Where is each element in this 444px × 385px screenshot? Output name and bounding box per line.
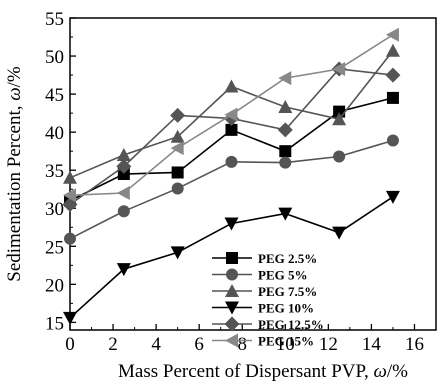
y-tick-label: 40 <box>45 123 64 144</box>
data-point <box>170 246 185 260</box>
data-point <box>279 145 292 158</box>
data-point <box>63 170 77 184</box>
legend-label: PEG 12.5% <box>258 317 324 332</box>
legend-item: PEG 7.5% <box>212 284 317 299</box>
data-point <box>278 71 292 86</box>
x-axis-title-unit: /% <box>387 361 408 382</box>
data-point <box>171 182 184 195</box>
data-point <box>170 129 185 143</box>
y-axis-title-symbol: ω <box>4 87 25 100</box>
data-point <box>64 232 76 245</box>
data-point <box>171 166 184 179</box>
data-point <box>224 79 239 93</box>
x-tick-label: 2 <box>108 334 118 355</box>
legend-marker <box>225 301 239 315</box>
x-tick-label: 12 <box>319 334 338 355</box>
series-2 <box>64 134 399 245</box>
data-point <box>386 134 399 147</box>
data-point <box>278 207 293 221</box>
data-point <box>277 122 293 138</box>
y-axis-title: Sedimentation Percent, ω/% <box>4 66 25 282</box>
data-point <box>170 141 184 156</box>
series-3 <box>63 43 400 184</box>
x-tick-label: 0 <box>65 334 75 355</box>
legend-marker <box>226 268 238 281</box>
data-point <box>279 156 292 169</box>
y-tick-label: 15 <box>45 313 64 334</box>
data-point <box>332 226 347 240</box>
data-point <box>63 311 77 325</box>
data-point <box>385 27 399 42</box>
data-point <box>225 155 238 168</box>
legend-item: PEG 12.5% <box>212 316 324 332</box>
data-point <box>116 263 131 277</box>
y-tick-label: 20 <box>45 275 64 296</box>
data-point <box>385 43 400 57</box>
data-point <box>332 61 346 76</box>
x-axis-title: Mass Percent of Dispersant PVP, ω/% <box>118 361 408 382</box>
legend-item: PEG 2.5% <box>212 251 317 266</box>
legend-item: PEG 15% <box>212 333 314 349</box>
series-6 <box>63 27 399 203</box>
y-tick-label: 45 <box>45 85 64 106</box>
data-point <box>332 112 347 126</box>
data-point <box>116 158 132 174</box>
data-point <box>386 91 399 104</box>
legend-label: PEG 10% <box>258 301 314 316</box>
y-tick-label: 50 <box>45 47 64 68</box>
legend-marker <box>226 252 238 264</box>
y-tick-label: 30 <box>45 199 64 220</box>
x-axis-title-main: Mass Percent of Dispersant PVP, <box>118 361 373 382</box>
x-tick-label: 14 <box>362 334 382 355</box>
data-point <box>333 150 346 163</box>
data-point <box>224 217 239 231</box>
legend-marker <box>224 316 240 332</box>
data-point <box>116 186 130 201</box>
y-tick-label: 25 <box>45 237 64 258</box>
x-tick-label: 10 <box>276 334 295 355</box>
legend-label: PEG 2.5% <box>258 251 317 266</box>
legend-label: PEG 7.5% <box>258 284 317 299</box>
data-point <box>63 188 76 203</box>
x-axis-title-symbol: ω <box>373 361 386 382</box>
x-tick-label: 16 <box>405 334 424 355</box>
data-point <box>170 107 186 123</box>
data-point <box>225 123 238 136</box>
series-1 <box>64 91 399 207</box>
data-point <box>116 147 131 161</box>
data-point <box>385 67 401 83</box>
y-tick-label: 55 <box>45 9 64 30</box>
x-tick-label: 4 <box>151 334 161 355</box>
legend-item: PEG 10% <box>212 301 314 316</box>
x-tick-label: 8 <box>237 334 247 355</box>
legend-marker <box>225 284 239 297</box>
y-axis-title-main: Sedimentation Percent, <box>4 101 25 282</box>
series-4 <box>63 190 400 325</box>
data-point <box>224 107 238 122</box>
x-tick-label: 6 <box>194 334 204 355</box>
data-point <box>385 190 400 204</box>
legend-label: PEG 15% <box>258 334 314 349</box>
legend-label: PEG 5% <box>258 268 307 283</box>
legend-marker <box>225 333 238 348</box>
data-point <box>117 205 130 218</box>
data-point <box>117 168 130 180</box>
y-tick-label: 35 <box>45 161 64 182</box>
legend-item: PEG 5% <box>212 268 307 283</box>
y-axis-title-unit: /% <box>4 66 25 87</box>
data-point <box>278 100 293 114</box>
